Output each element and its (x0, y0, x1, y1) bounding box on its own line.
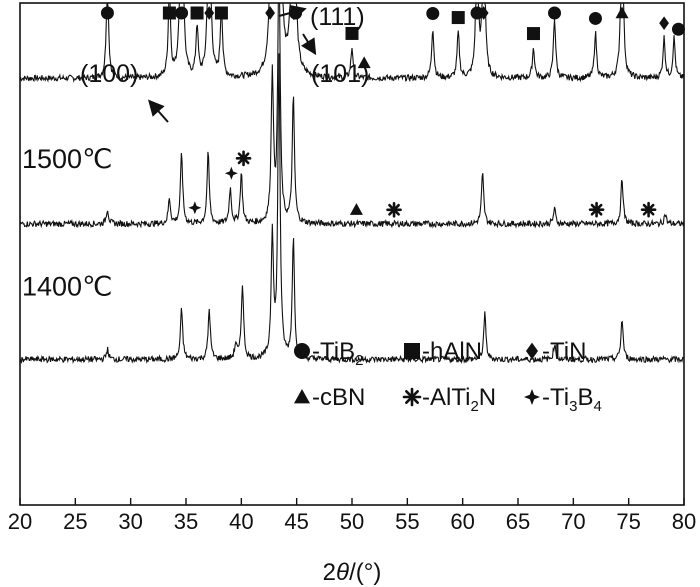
series-label-1500: 1500℃ (22, 144, 112, 174)
x-tick-label: 55 (395, 509, 419, 534)
marker-tin-1600 (204, 6, 215, 20)
x-tick-label: 45 (284, 509, 308, 534)
marker-tib2-1600 (588, 11, 602, 25)
legend-item-ti3b4: -Ti3B4 (524, 384, 602, 415)
x-axis-ticks: 20 25 30 35 40 45 50 55 60 65 70 75 80 (8, 498, 696, 534)
marker-haln-1600 (526, 27, 540, 41)
series-line-1400 (19, 53, 685, 365)
marker-cbn-1500 (349, 203, 363, 215)
marker-haln-1600 (214, 6, 228, 20)
legend-item-cbn: -cBN (294, 384, 365, 411)
x-tick-label: 40 (229, 509, 253, 534)
legend-item-haln: -hAlN (404, 338, 482, 365)
marker-tib2-1600 (470, 6, 484, 20)
marker-haln-1600 (451, 11, 465, 25)
x-tick-label: 25 (63, 509, 87, 534)
annotation-101: (101) (311, 60, 369, 88)
series-layer (19, 2, 685, 365)
legend-label: -hAlN (422, 338, 482, 365)
marker-haln-1600 (162, 6, 176, 20)
x-tick-label: 30 (118, 509, 142, 534)
annotation-111: (111) (310, 3, 365, 31)
marker-cbn-1600 (357, 56, 371, 69)
legend-label: -cBN (312, 384, 365, 411)
marker-alti2n-1500 (235, 150, 252, 167)
legend-symbol-square (404, 343, 420, 359)
legend-label: -Ti3B4 (542, 384, 602, 415)
marker-haln-1600 (190, 6, 204, 20)
legend-symbol-triangle (294, 389, 310, 404)
marker-alti2n-1500 (588, 201, 605, 218)
legend-item-tib2: -TiB2 (294, 338, 363, 369)
marker-haln-1600 (345, 26, 359, 40)
marker-tib2-1600 (548, 6, 562, 20)
marker-alti2n-1500 (386, 201, 402, 218)
series-line-1500 (19, 2, 685, 229)
x-tick-label: 35 (174, 509, 198, 534)
legend-symbol-diamond (526, 342, 538, 360)
legend-label: -AlTi2N (422, 384, 496, 415)
marker-tib2-1600 (100, 6, 114, 20)
x-tick-label: 50 (340, 509, 364, 534)
marker-tib2-1600 (426, 7, 440, 21)
legend-symbol-asterisk (402, 387, 422, 407)
annotation-arrow (278, 4, 307, 21)
legend-item-tin: -TiN (526, 338, 586, 365)
marker-tin-1600 (265, 6, 275, 20)
marker-tib2-1600 (671, 22, 685, 36)
marker-layer (100, 6, 685, 218)
annotations: (100) (111) (101) (80, 3, 369, 123)
x-axis-title: 2θ/(°) (323, 559, 382, 586)
legend-item-alti2n: -AlTi2N (402, 384, 496, 415)
annotation-arrow (148, 99, 169, 123)
marker-tib2-1600 (175, 6, 189, 20)
legend-symbol-circle (294, 343, 310, 359)
series-line-1600 (19, 2, 685, 83)
marker-cbn-1600 (615, 6, 629, 19)
x-tick-label: 20 (8, 509, 32, 534)
marker-alti2n-1500 (640, 201, 657, 218)
legend-symbol-star4 (524, 389, 540, 405)
x-tick-label: 65 (506, 509, 530, 534)
x-tick-label: 60 (450, 509, 474, 534)
annotation-100: (100) (80, 60, 138, 88)
annotation-arrow (300, 33, 317, 56)
marker-ti3b4-1500 (188, 201, 202, 215)
x-tick-label: 80 (672, 509, 696, 534)
series-label-1400: 1400℃ (22, 271, 112, 301)
legend-label: -TiN (542, 338, 586, 365)
marker-ti3b4-1500 (224, 166, 238, 180)
marker-tin-1600 (659, 16, 669, 30)
marker-tin-1600 (478, 6, 489, 20)
x-tick-label: 75 (616, 509, 640, 534)
x-tick-label: 70 (561, 509, 585, 534)
legend: -TiB2 -hAlN -TiN -cBN -AlTi2N -Ti3B4 (294, 338, 602, 415)
legend-label: -TiB2 (312, 338, 363, 369)
